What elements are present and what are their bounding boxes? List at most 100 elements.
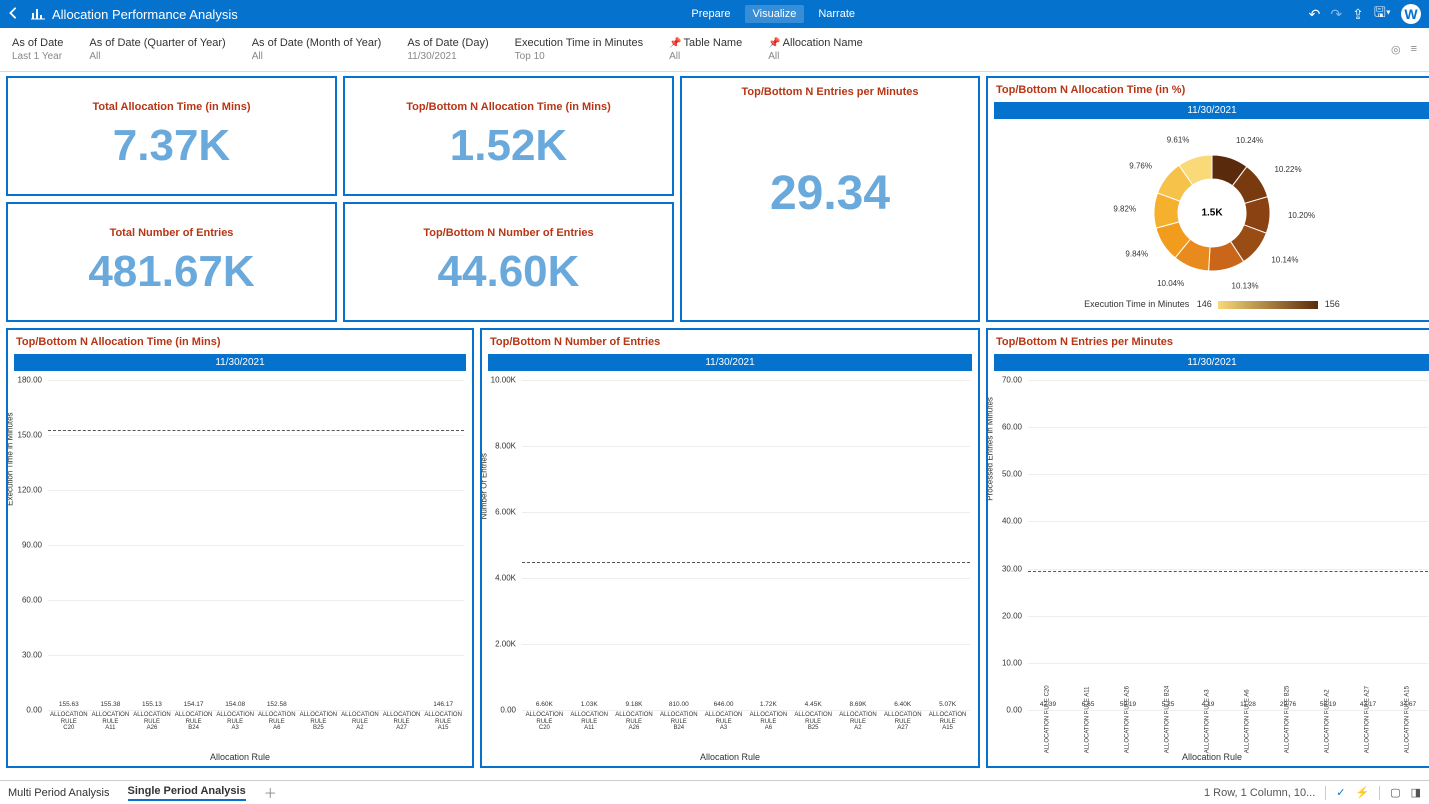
explain-icon[interactable]: ◎	[1391, 43, 1401, 56]
x-axis-label: Allocation Rule	[8, 752, 472, 762]
svg-text:10.20%: 10.20%	[1288, 211, 1315, 220]
filter-bar: As of Date Last 1 Year As of Date (Quart…	[0, 28, 1429, 72]
x-axis-label: Allocation Rule	[988, 752, 1429, 762]
kpi-value: 481.67K	[88, 247, 254, 297]
panel-title: Top/Bottom N Entries per Minutes	[988, 330, 1429, 354]
donut-legend: Execution Time in Minutes 146 156	[988, 295, 1429, 315]
panel-subheader: 11/30/2021	[994, 354, 1429, 371]
donut-panel[interactable]: Top/Bottom N Allocation Time (in %) 11/3…	[986, 76, 1429, 322]
donut-chart: 10.24% 10.22% 10.20% 10.14% 10.13% 10.04% 9.84…	[988, 119, 1429, 295]
kpi-top-alloc-time[interactable]: Top/Bottom N Allocation Time (in Mins) 1…	[343, 76, 674, 196]
filter-value: All	[252, 51, 382, 62]
x-axis-label: Allocation Rule	[482, 752, 978, 762]
filter-value: All	[669, 51, 742, 62]
filter-day[interactable]: As of Date (Day) 11/30/2021	[407, 37, 488, 62]
svg-text:10.13%: 10.13%	[1232, 282, 1259, 291]
kpi-title: Top/Bottom N Allocation Time (in Mins)	[406, 101, 611, 113]
tab-narrate[interactable]: Narrate	[810, 5, 863, 23]
kpi-title: Top/Bottom N Entries per Minutes	[741, 86, 918, 98]
mode-tabs: Prepare Visualize Narrate	[683, 5, 863, 23]
footer: Multi Period Analysis Single Period Anal…	[0, 780, 1429, 804]
kpi-total-entries[interactable]: Total Number of Entries 481.67K	[6, 202, 337, 322]
pin-icon: 📌	[669, 38, 681, 49]
tab-visualize[interactable]: Visualize	[745, 5, 805, 23]
filter-value: All	[768, 51, 863, 62]
layout-icon[interactable]: ▢	[1390, 786, 1400, 799]
filter-label: As of Date (Day)	[407, 37, 488, 49]
add-sheet-icon[interactable]: ＋	[264, 783, 277, 802]
svg-text:1.5K: 1.5K	[1201, 208, 1223, 219]
auto-icon[interactable]: ⚡	[1355, 786, 1369, 799]
kpi-title: Top/Bottom N Number of Entries	[423, 227, 593, 239]
panel-subheader: 11/30/2021	[994, 102, 1429, 119]
svg-text:10.24%: 10.24%	[1236, 136, 1263, 145]
filter-label: 📌Table Name	[669, 37, 742, 49]
kpi-value: 1.52K	[450, 121, 567, 171]
divider	[1325, 786, 1326, 800]
chart-alloc-time[interactable]: Top/Bottom N Allocation Time (in Mins)11…	[6, 328, 474, 768]
footer-right: 1 Row, 1 Column, 10... ✓ ⚡ ▢ ◨	[1204, 786, 1421, 800]
panel-subheader: 11/30/2021	[488, 354, 972, 371]
sheet-tab-multi[interactable]: Multi Period Analysis	[8, 787, 110, 799]
y-axis-label: Execution Time in Minutes	[6, 412, 15, 505]
kpi-title: Total Number of Entries	[110, 227, 234, 239]
undo-icon[interactable]: ↶	[1309, 6, 1321, 23]
app-header: Allocation Performance Analysis Prepare …	[0, 0, 1429, 28]
canvas: Total Allocation Time (in Mins) 7.37K To…	[0, 72, 1429, 766]
filter-allocation-name[interactable]: 📌Allocation Name All	[768, 37, 863, 62]
filter-value: All	[89, 51, 225, 62]
chart-entries-per-min[interactable]: Top/Bottom N Entries per Minutes11/30/20…	[986, 328, 1429, 768]
user-avatar[interactable]: W	[1401, 4, 1421, 24]
panel-title: Top/Bottom N Number of Entries	[482, 330, 978, 354]
kpi-value: 29.34	[770, 166, 890, 221]
svg-text:9.82%: 9.82%	[1113, 205, 1136, 214]
kpi-value: 7.37K	[113, 121, 230, 171]
brush-icon[interactable]: ✓	[1336, 786, 1345, 799]
filter-label: As of Date	[12, 37, 63, 49]
svg-text:10.14%: 10.14%	[1271, 256, 1298, 265]
svg-text:10.22%: 10.22%	[1274, 165, 1301, 174]
svg-text:9.61%: 9.61%	[1167, 136, 1190, 145]
svg-text:9.76%: 9.76%	[1129, 161, 1152, 170]
chart-icon	[30, 5, 46, 24]
filter-value: 11/30/2021	[407, 51, 488, 62]
kpi-title: Total Allocation Time (in Mins)	[92, 101, 250, 113]
filter-label: As of Date (Quarter of Year)	[89, 37, 225, 49]
header-actions: ↶ ↷ ⇪ 🖫▾ W	[1309, 2, 1421, 26]
chart-num-entries[interactable]: Top/Bottom N Number of Entries11/30/2021…	[480, 328, 980, 768]
redo-icon[interactable]: ↷	[1330, 6, 1342, 23]
panel-icon[interactable]: ◨	[1411, 786, 1421, 799]
kpi-value: 44.60K	[438, 247, 580, 297]
page-title: Allocation Performance Analysis	[52, 7, 238, 22]
y-axis-label: Number Of Entries	[480, 453, 489, 519]
filter-label: As of Date (Month of Year)	[252, 37, 382, 49]
save-menu-icon[interactable]: 🖫▾	[1374, 2, 1391, 26]
divider	[1379, 786, 1380, 800]
kpi-grid: Total Allocation Time (in Mins) 7.37K To…	[6, 76, 674, 322]
status-text: 1 Row, 1 Column, 10...	[1204, 787, 1315, 799]
panel-title: Top/Bottom N Allocation Time (in %)	[988, 78, 1429, 102]
svg-text:10.04%: 10.04%	[1157, 279, 1184, 288]
filter-table-name[interactable]: 📌Table Name All	[669, 37, 742, 62]
filter-label: Execution Time in Minutes	[515, 37, 643, 49]
filter-value: Top 10	[515, 51, 643, 62]
menu-icon[interactable]: ≡	[1411, 43, 1417, 56]
pin-icon: 📌	[768, 38, 780, 49]
y-axis-label: Processed Entries in Minutes	[986, 397, 995, 501]
filter-exec-time[interactable]: Execution Time in Minutes Top 10	[515, 37, 643, 62]
filter-label: 📌Allocation Name	[768, 37, 863, 49]
panel-subheader: 11/30/2021	[14, 354, 466, 371]
kpi-top-entries[interactable]: Top/Bottom N Number of Entries 44.60K	[343, 202, 674, 322]
kpi-total-alloc-time[interactable]: Total Allocation Time (in Mins) 7.37K	[6, 76, 337, 196]
share-icon[interactable]: ⇪	[1352, 6, 1364, 23]
sheet-tab-single[interactable]: Single Period Analysis	[128, 785, 246, 801]
kpi-entries-per-min[interactable]: Top/Bottom N Entries per Minutes 29.34	[680, 76, 980, 322]
filter-as-of-date[interactable]: As of Date Last 1 Year	[12, 37, 63, 62]
back-icon[interactable]	[8, 6, 22, 23]
panel-title: Top/Bottom N Allocation Time (in Mins)	[8, 330, 472, 354]
filter-quarter[interactable]: As of Date (Quarter of Year) All	[89, 37, 225, 62]
svg-text:9.84%: 9.84%	[1125, 249, 1148, 258]
filter-month[interactable]: As of Date (Month of Year) All	[252, 37, 382, 62]
tab-prepare[interactable]: Prepare	[683, 5, 738, 23]
filter-value: Last 1 Year	[12, 51, 63, 62]
